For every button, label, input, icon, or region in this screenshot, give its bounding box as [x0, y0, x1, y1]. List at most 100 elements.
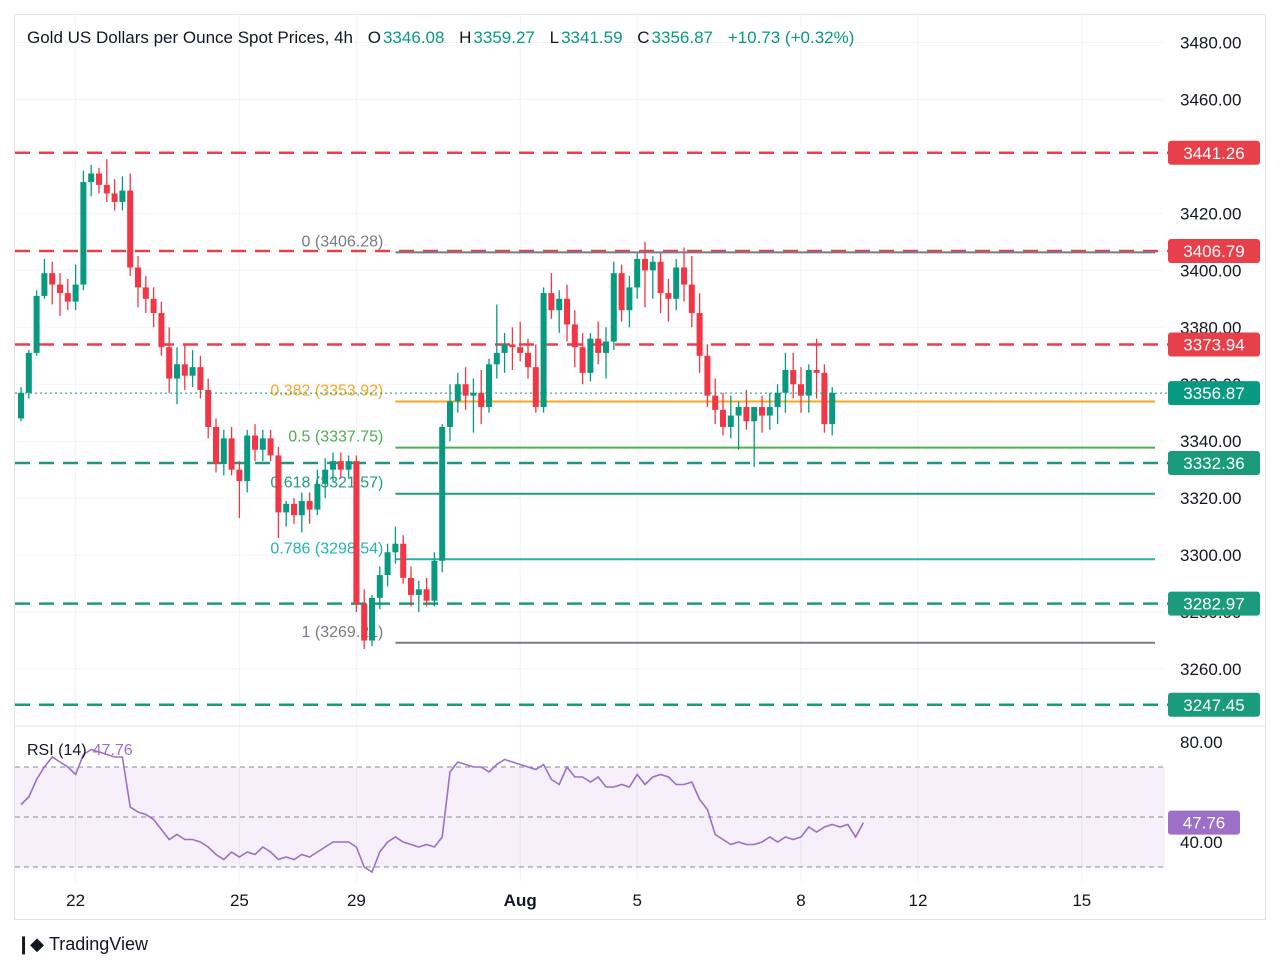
candle-body [415, 589, 422, 595]
candle-body [501, 344, 508, 353]
candle-body [517, 347, 524, 353]
level-price-badge [1168, 140, 1260, 165]
candle-body [681, 267, 687, 285]
candle-body [657, 261, 664, 294]
rsi-value-label: 47.76 [1183, 814, 1226, 833]
candle-body [821, 372, 828, 425]
candle-body [798, 384, 804, 396]
candle-body [103, 184, 110, 194]
candle-body [291, 503, 297, 516]
candle-body [556, 298, 563, 311]
price-tick-label: 3320.00 [1180, 489, 1241, 508]
time-tick-label: Aug [504, 891, 537, 910]
tradingview-footer[interactable]: ❙◆ TradingView [16, 934, 148, 955]
candle-body [649, 261, 656, 271]
candle-body [595, 338, 602, 353]
candle-body [41, 273, 48, 296]
candle-body [431, 560, 438, 601]
price-tick-label: 3420.00 [1180, 204, 1241, 223]
level-price-label: 3406.79 [1183, 242, 1244, 261]
fib-level-label: 0 (3406.28) [302, 233, 384, 250]
candle-body [330, 461, 336, 470]
price-tick-label: 3400.00 [1180, 261, 1241, 280]
price-tick-label: 3300.00 [1180, 546, 1241, 565]
last-price-label: 3356.87 [1183, 384, 1244, 403]
candle-body [486, 364, 492, 408]
fib-level-label: 0.5 (3337.75) [288, 429, 383, 446]
last-price-badge [1168, 381, 1260, 406]
candle-body [673, 267, 680, 299]
candle-body [548, 293, 555, 311]
level-price-label: 3373.94 [1183, 336, 1244, 355]
candle-body [49, 273, 56, 285]
candle-body [618, 273, 625, 311]
candle-body [525, 352, 531, 368]
rsi-value-badge [1168, 810, 1240, 835]
candle-body [743, 407, 750, 422]
chart-frame [14, 14, 1266, 920]
candle-body [213, 426, 219, 464]
candle-body [478, 392, 485, 408]
candle-body [493, 352, 500, 365]
candle-body [376, 575, 383, 598]
level-price-label: 3441.26 [1183, 144, 1244, 163]
tradingview-logo-icon: ❙◆ [16, 934, 44, 954]
candle-body [25, 352, 32, 393]
candle-body [447, 401, 453, 427]
candle-body [462, 384, 469, 396]
symbol-title: Gold US Dollars per Ounce Spot Prices, 4… [27, 28, 353, 47]
candle-body [236, 469, 243, 482]
candle-body [766, 407, 773, 416]
rsi-label: RSI (14) [27, 742, 87, 759]
level-price-label: 3247.45 [1183, 696, 1244, 715]
candle-body [181, 364, 188, 376]
rsi-legend: RSI (14) 47.76 [27, 742, 133, 760]
candle-body [119, 190, 126, 202]
fib-level-label: 0.786 (3298.54) [270, 540, 383, 557]
candle-body [688, 284, 695, 314]
rsi-tick-label: 80.00 [1180, 733, 1223, 752]
candle-body [111, 193, 118, 202]
candle-body [244, 435, 251, 482]
time-tick-label: 12 [909, 891, 928, 910]
candle-body [759, 407, 765, 416]
candle-body [369, 597, 375, 641]
candle-body [790, 370, 797, 385]
candle-body [829, 392, 836, 425]
rsi-line [20, 748, 865, 874]
fib-level-label: 0.382 (3353.92) [270, 383, 383, 400]
candle-body [751, 407, 758, 422]
candle-body [813, 370, 820, 373]
rsi-tick-label: 40.00 [1180, 833, 1223, 852]
candle-body [353, 461, 360, 604]
open-label: O [367, 28, 381, 47]
candle-body [720, 409, 726, 427]
open-value: 3346.08 [382, 28, 445, 47]
candle-body [64, 293, 71, 302]
candle-body [18, 392, 24, 419]
price-tick-label: 3380.00 [1180, 318, 1241, 337]
candle-body [135, 267, 141, 288]
level-price-badge [1168, 591, 1260, 616]
candle-body [267, 438, 274, 456]
candle-body [704, 355, 711, 396]
high-value: 3359.27 [473, 28, 535, 47]
candle-body [392, 543, 399, 553]
close-value: 3356.87 [651, 28, 713, 47]
candle-body [642, 258, 648, 271]
rsi-legend-value: 47.76 [92, 742, 133, 759]
candle-body [361, 603, 368, 641]
candle-body [72, 284, 79, 302]
time-tick-label: 29 [347, 891, 366, 910]
candle-body [782, 370, 789, 393]
candle-body [774, 392, 781, 408]
price-legend: Gold US Dollars per Ounce Spot Prices, 4… [27, 28, 856, 48]
candle-body [275, 455, 282, 513]
candle-body [454, 384, 461, 402]
level-price-badge [1168, 332, 1260, 357]
time-tick-label: 25 [230, 891, 249, 910]
candle-body [439, 426, 446, 561]
candle-body [150, 298, 157, 314]
candle-body [96, 173, 102, 185]
